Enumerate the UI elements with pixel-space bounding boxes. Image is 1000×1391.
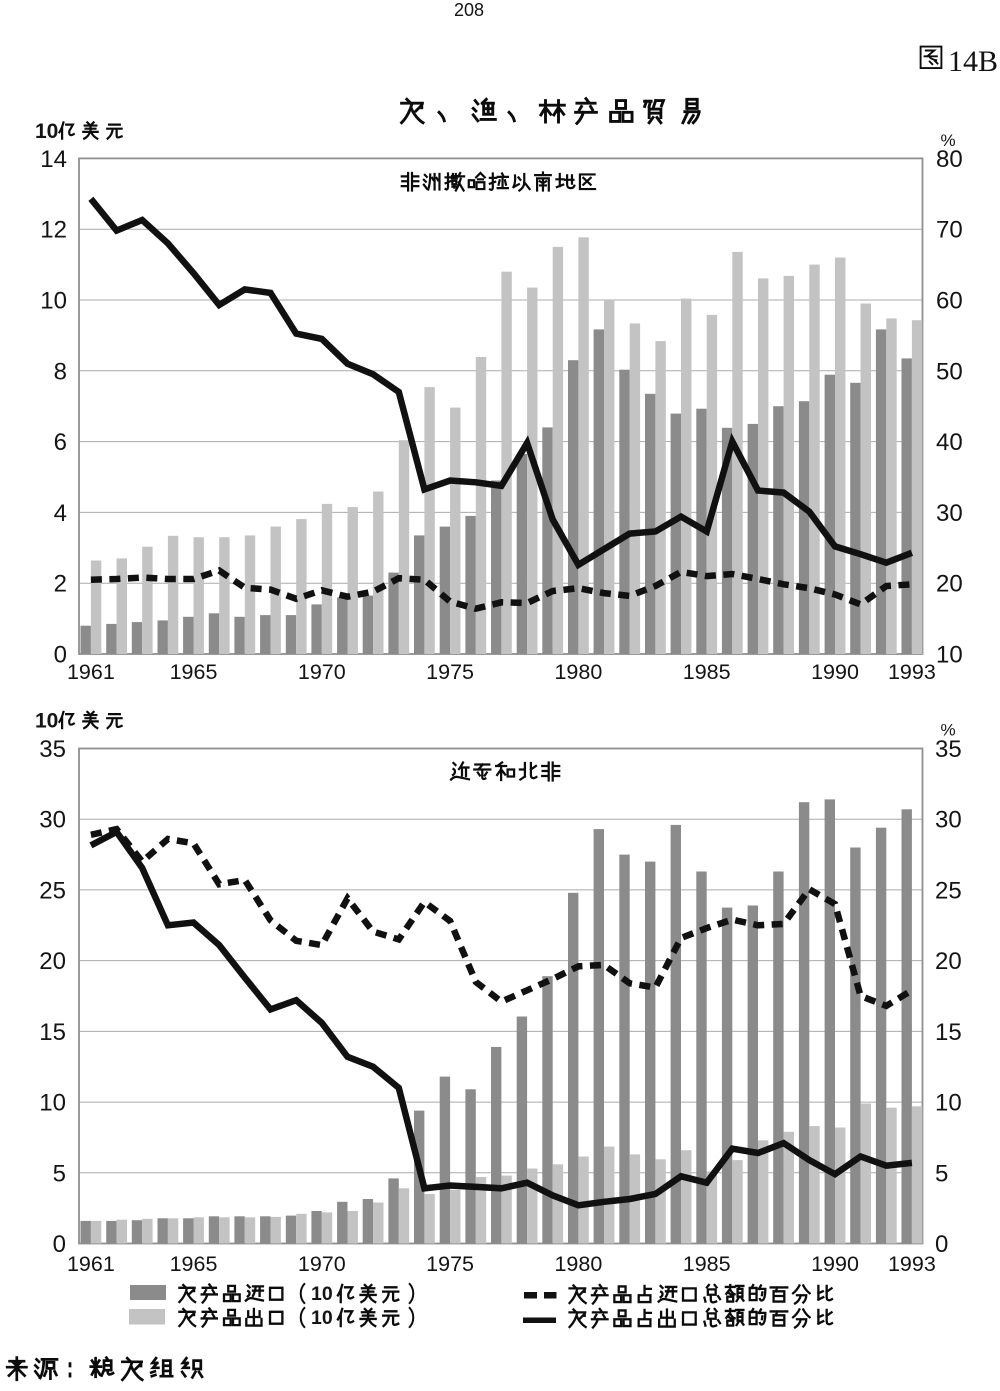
svg-text:10: 10 [311, 1283, 333, 1305]
svg-text:1993: 1993 [888, 1252, 936, 1276]
svg-text:20: 20 [935, 948, 962, 975]
svg-text:1990: 1990 [811, 660, 859, 684]
svg-text:208: 208 [454, 0, 484, 20]
svg-text:10: 10 [311, 1307, 333, 1329]
svg-text:1975: 1975 [426, 660, 474, 684]
svg-text:1990: 1990 [811, 1252, 859, 1276]
svg-text:10: 10 [936, 642, 963, 669]
svg-text:14B: 14B [948, 45, 998, 78]
svg-text:50: 50 [936, 358, 963, 385]
svg-text:6: 6 [54, 429, 67, 456]
svg-text:80: 80 [936, 146, 963, 173]
svg-text:10: 10 [35, 120, 58, 143]
svg-text:10: 10 [35, 710, 58, 733]
svg-text:25: 25 [935, 877, 962, 904]
svg-text:20: 20 [39, 948, 66, 975]
svg-text:%: % [940, 131, 955, 150]
svg-text:14: 14 [40, 146, 67, 173]
svg-text:40: 40 [936, 429, 963, 456]
svg-text:15: 15 [39, 1019, 66, 1046]
svg-text:2: 2 [54, 571, 67, 598]
svg-text:35: 35 [39, 736, 66, 763]
svg-text:1985: 1985 [683, 1252, 731, 1276]
svg-text:1961: 1961 [67, 660, 115, 684]
svg-text:5: 5 [935, 1160, 948, 1187]
svg-text:1961: 1961 [67, 1252, 115, 1276]
svg-text:10: 10 [40, 288, 67, 315]
svg-text:1980: 1980 [554, 660, 602, 684]
svg-text:30: 30 [935, 807, 962, 834]
svg-text:1975: 1975 [426, 1252, 474, 1276]
svg-text:4: 4 [54, 500, 67, 527]
svg-text:1980: 1980 [554, 1252, 602, 1276]
svg-text:1970: 1970 [298, 660, 346, 684]
svg-text:30: 30 [936, 500, 963, 527]
svg-text:30: 30 [39, 807, 66, 834]
svg-text:5: 5 [53, 1160, 66, 1187]
svg-text:%: % [940, 721, 955, 740]
svg-text:70: 70 [936, 217, 963, 244]
svg-text:10: 10 [39, 1090, 66, 1117]
svg-text:35: 35 [935, 736, 962, 763]
svg-text:1993: 1993 [888, 660, 936, 684]
svg-text:0: 0 [54, 642, 67, 669]
svg-text:0: 0 [53, 1231, 66, 1258]
svg-text:1965: 1965 [170, 1252, 218, 1276]
svg-text:1985: 1985 [683, 660, 731, 684]
svg-text:12: 12 [40, 217, 67, 244]
svg-text:1965: 1965 [170, 660, 218, 684]
svg-text:0: 0 [935, 1231, 948, 1258]
svg-text:60: 60 [936, 288, 963, 315]
svg-text:8: 8 [54, 358, 67, 385]
svg-text:25: 25 [39, 877, 66, 904]
svg-text:1970: 1970 [298, 1252, 346, 1276]
svg-text:10: 10 [935, 1090, 962, 1117]
svg-text:15: 15 [935, 1019, 962, 1046]
svg-text:20: 20 [936, 571, 963, 598]
